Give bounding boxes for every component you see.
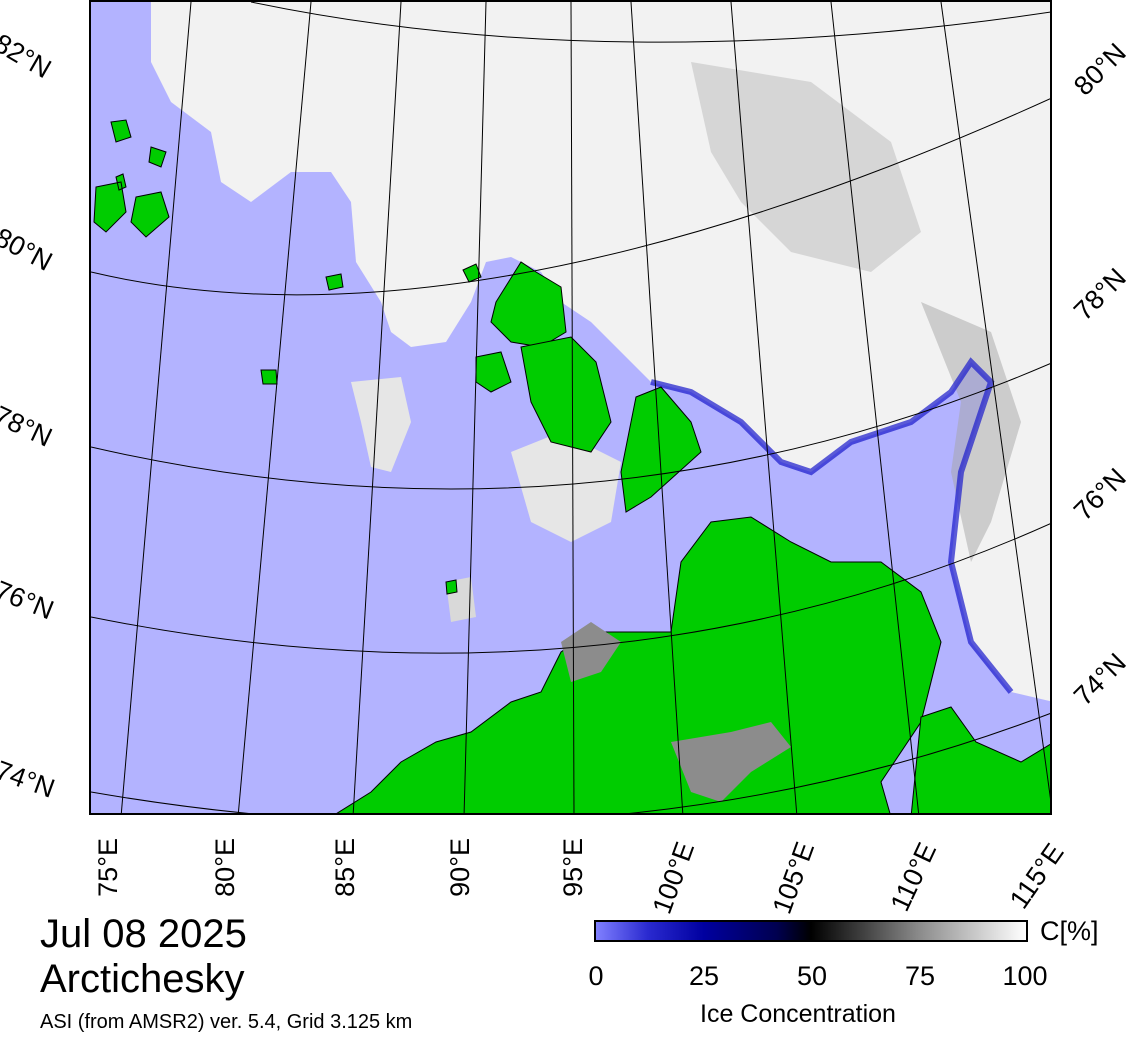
colorbar-tick: 100: [1002, 961, 1048, 991]
sea-ice-floes: [511, 432, 621, 542]
lon-label-75e: 75°E: [93, 838, 123, 897]
lat-label-82n: 82°N: [0, 28, 57, 85]
lon-label-80e: 80°E: [210, 838, 240, 897]
land-gray-patches: [671, 722, 791, 802]
land-severnaya-zemlya: [490, 261, 567, 348]
product-label: ASI (from AMSR2) ver. 5.4, Grid 3.125 km: [40, 1011, 413, 1033]
sea-ice-edge: [650, 357, 1014, 694]
lat-label-right-80n: 80°N: [1068, 37, 1132, 102]
lon-label-105e: 105°E: [766, 838, 821, 918]
ice-concentration-colorbar: [594, 920, 1028, 942]
land-severnaya-zemlya: [475, 351, 512, 393]
land-franz-josef: [93, 119, 170, 238]
colorbar-tick: 25: [688, 961, 720, 991]
sea-ice-dense: [691, 62, 921, 272]
land-severnaya-zemlya: [620, 386, 702, 513]
colorbar-tick: 0: [588, 961, 604, 991]
lat-label-74n: 74°N: [0, 755, 59, 804]
lat-label-right-76n: 76°N: [1068, 462, 1132, 527]
land-taymyr: [336, 516, 942, 813]
region-label: Arctichesky: [40, 957, 245, 1001]
lon-label-90e: 90°E: [445, 838, 475, 897]
colorbar-title: Ice Concentration: [700, 1000, 896, 1028]
land-mainland-east: [910, 706, 1050, 813]
sea-ice-floes: [351, 377, 411, 472]
date-label: Jul 08 2025: [40, 912, 247, 956]
land-gray-patches: [561, 622, 621, 682]
lat-label-76n: 76°N: [0, 575, 58, 626]
lon-label-95e: 95°E: [558, 838, 588, 897]
lon-label-85e: 85°E: [330, 838, 360, 897]
graticule: [91, 2, 1050, 813]
sea-ice-dense: [921, 302, 1021, 562]
lon-label-100e: 100°E: [646, 838, 701, 918]
map-canvas: [91, 2, 1050, 813]
land-severnaya-zemlya: [520, 336, 612, 453]
lon-label-110e: 110°E: [884, 838, 943, 916]
colorbar-tick: 75: [904, 961, 936, 991]
colorbar-unit: C[%]: [1040, 916, 1099, 946]
sea-ice-map: [89, 0, 1052, 815]
lon-label-115e: 115°E: [1003, 838, 1070, 915]
lat-label-right-74n: 74°N: [1068, 647, 1132, 712]
lat-label-78n: 78°N: [0, 400, 57, 453]
colorbar-tick: 50: [796, 961, 828, 991]
lat-label-right-78n: 78°N: [1068, 262, 1132, 327]
land-island: [260, 263, 482, 595]
lat-label-80n: 80°N: [0, 222, 58, 277]
